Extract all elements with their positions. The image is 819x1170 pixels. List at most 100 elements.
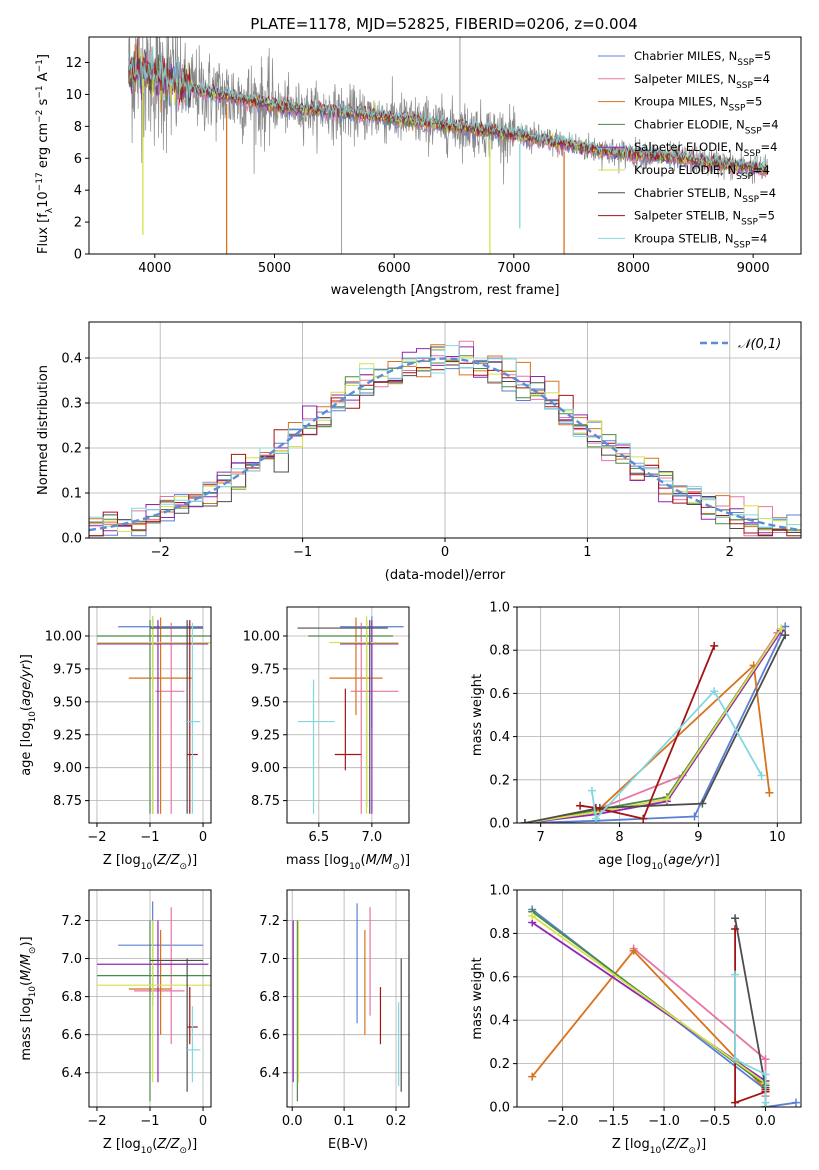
legend-entry: Salpeter STELIB, NSSP=5 — [634, 209, 775, 228]
x-axis-label-part: Z [log — [612, 1137, 650, 1152]
y-axis-label-part: s — [36, 98, 51, 109]
x-axis-label-part: ( — [361, 853, 366, 868]
weight-line-salpeter-elodie — [531, 921, 767, 1107]
legend-entry-part: SSP — [742, 195, 759, 205]
y-axis-label-part: −2 — [35, 110, 45, 123]
x-axis-label-part: ⊙ — [179, 1146, 187, 1156]
legend-entry-part: Chabrier ELODIE, N — [634, 117, 745, 131]
plot-area — [96, 616, 211, 814]
legend-entry: Salpeter ELODIE, NSSP=4 — [634, 140, 777, 159]
figure-title: PLATE=1178, MJD=52825, FIBERID=0206, z=0… — [250, 15, 637, 33]
legend-entry-part: SSP — [737, 58, 754, 68]
x-tick-label: 10 — [769, 830, 786, 845]
weight-marker — [777, 624, 786, 633]
legend-entry: Chabrier STELIB, NSSP=4 — [634, 186, 776, 205]
y-tick-label: 1.0 — [489, 884, 510, 899]
weight-marker — [761, 1098, 770, 1107]
x-axis-label-part: ( — [152, 1137, 157, 1152]
legend-entry-part: Salpeter ELODIE, N — [634, 140, 744, 154]
x-tick-label: −1 — [140, 830, 159, 845]
age-vs-mass-panel: 6.5 7.0 8.75 9.00 9.25 9.50 9.75 10.00 mass [log… — [243, 606, 410, 872]
weight-line-kroupa-elodie — [531, 915, 767, 1107]
x-axis-label: Z [log10(Z/Z⊙)] — [103, 1137, 197, 1156]
x-axis-label-part: ( — [152, 853, 157, 868]
x-axis-label-part: Z [log — [103, 1137, 141, 1152]
x-axis-label-part: 10 — [141, 1146, 153, 1156]
weight-line-chabrier-stelib — [524, 634, 787, 823]
legend-entry-part: SSP — [745, 126, 762, 136]
y-axis-label-part: 10 — [28, 711, 38, 723]
y-axis-label: mass [log10(M/M⊙)] — [19, 936, 38, 1060]
x-tick-label: −2.0 — [547, 1114, 579, 1129]
y-tick-label: 9.50 — [251, 695, 280, 710]
legend-entry-part: =5 — [745, 95, 762, 109]
legend-entry-part: =4 — [762, 117, 779, 131]
legend-entry: Chabrier MILES, NSSP=5 — [634, 49, 771, 68]
axes-frame — [516, 889, 802, 1108]
x-axis-label-part: )] — [187, 1137, 197, 1152]
legend-entry-part: Kroupa ELODIE, N — [634, 163, 736, 177]
y-tick-label: 4 — [74, 184, 82, 199]
legend-entry-part: Kroupa MILES, N — [634, 95, 729, 109]
weight-marker — [662, 795, 671, 804]
weight-marker — [591, 803, 600, 812]
weight-marker — [761, 1055, 770, 1064]
weight-line-kroupa-stelib — [734, 974, 767, 1103]
weight-marker — [757, 771, 766, 780]
legend-entry-part: Chabrier MILES, N — [634, 49, 737, 63]
y-tick-label: 0.8 — [489, 927, 510, 942]
x-axis-label-part: 10 — [651, 862, 663, 872]
y-axis-label-part: age [log — [19, 723, 34, 776]
x-axis-label-part: ( — [661, 1137, 666, 1152]
legend-entry-part: SSP — [734, 240, 751, 250]
y-axis-label-part: ( — [19, 706, 34, 711]
y-axis-label-part: erg cm — [36, 123, 51, 172]
x-tick-label: 2 — [726, 545, 734, 560]
x-axis-label: wavelength [Angstrom, rest frame] — [331, 283, 560, 298]
x-axis-label: age [log10(age/yr)] — [598, 853, 720, 872]
legend-entry-part: Kroupa STELIB, N — [634, 231, 734, 245]
x-axis-label-part: age [log — [598, 853, 651, 868]
x-tick-label: −2 — [87, 830, 106, 845]
y-axis-label-part: λ — [45, 207, 55, 213]
plot-area — [128, 37, 768, 254]
legend-entry-part: Chabrier STELIB, N — [634, 186, 742, 200]
y-tick-label: 0.0 — [489, 1101, 510, 1116]
x-tick-label: −0.5 — [699, 1114, 731, 1129]
legend-entry-part: Salpeter MILES, N — [634, 72, 736, 86]
x-tick-label: 0.0 — [755, 1114, 776, 1129]
y-tick-label: 6.8 — [61, 990, 82, 1005]
x-axis-label-part: 10 — [650, 1146, 662, 1156]
x-tick-label: −1.5 — [598, 1114, 630, 1129]
legend-entry-part: =4 — [759, 186, 776, 200]
legend-entry-part: =5 — [758, 209, 775, 223]
x-tick-label: −1 — [140, 1114, 159, 1129]
y-tick-label: 6.4 — [259, 1066, 280, 1081]
weight-marker — [791, 1098, 800, 1107]
y-axis-label-part: mass [log — [19, 997, 34, 1060]
weight-marker — [765, 788, 774, 797]
y-tick-label: 9.50 — [53, 695, 82, 710]
x-axis-label-part: Z/Z — [156, 1137, 180, 1152]
residual-histogram-panel: −2 −1 0 1 2 0.0 0.1 0.2 0.3 0.4 (data-model)/error… — [36, 321, 802, 583]
weight-marker — [639, 814, 648, 823]
x-tick-label: −1 — [293, 545, 312, 560]
y-tick-label: 1.0 — [489, 601, 510, 616]
legend-entry-part: =5 — [754, 49, 771, 63]
axes-frame — [88, 36, 802, 255]
weight-marker — [731, 1098, 740, 1107]
x-tick-label: −1.0 — [648, 1114, 680, 1129]
x-tick-label: 0 — [441, 545, 449, 560]
weight-line-kroupa-miles — [524, 663, 771, 823]
y-tick-label: 10.00 — [45, 629, 82, 644]
x-axis-label-part: Z/Z — [156, 853, 180, 868]
x-axis-label-part: Z [log — [103, 853, 141, 868]
legend-entry-part: SSP — [729, 104, 746, 114]
y-tick-label: 0.0 — [489, 817, 510, 832]
y-tick-label: 2 — [74, 216, 82, 231]
x-axis-label: Z [log10(Z/Z⊙)] — [612, 1137, 706, 1156]
y-axis-label-part: 10 — [36, 191, 51, 208]
mass-vs-metallicity-panel: −2 −1 06.46.66.87.07.2Z [log10(Z/Z⊙)]mass … — [19, 889, 212, 1156]
